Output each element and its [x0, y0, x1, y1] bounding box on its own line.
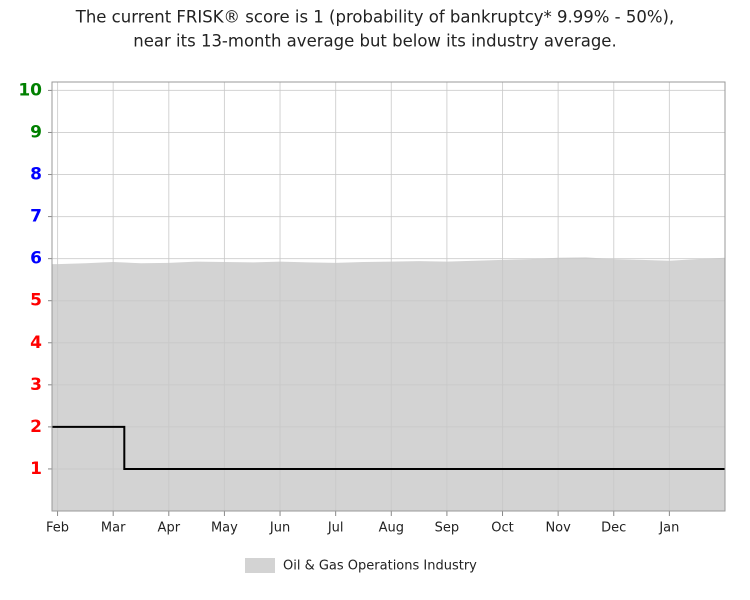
y-tick-label: 2: [30, 417, 42, 437]
y-tick-label: 4: [30, 333, 42, 353]
x-tick-label: Sep: [435, 521, 460, 536]
y-tick-label: 3: [30, 375, 42, 395]
score-line: [52, 425, 725, 470]
y-tick-label: 8: [30, 165, 42, 185]
industry-area: [52, 257, 725, 511]
x-tick-label: Dec: [601, 521, 626, 536]
plot-frame: [51, 81, 726, 512]
y-tick-label: 6: [30, 249, 42, 269]
x-tick-label: Aug: [379, 521, 404, 536]
x-tick-label: Nov: [545, 521, 571, 536]
y-tick-label: 5: [30, 291, 42, 311]
y-tick-label: 9: [30, 122, 42, 142]
chart-title: near its 13-month average but below its …: [133, 32, 616, 51]
y-tick-label: 10: [18, 80, 42, 100]
x-tick-label: Mar: [101, 521, 126, 536]
x-tick-label: Feb: [46, 521, 69, 536]
x-tick-label: Oct: [491, 521, 513, 536]
y-tick-label: 7: [30, 207, 42, 227]
x-tick-label: May: [211, 521, 238, 536]
x-tick-label: Jul: [327, 521, 344, 536]
legend-label: Oil & Gas Operations Industry: [283, 559, 477, 574]
x-tick-label: Jan: [658, 521, 679, 536]
x-tick-label: Jun: [269, 521, 290, 536]
y-tick-label: 1: [30, 459, 42, 479]
legend-swatch: [245, 558, 275, 573]
chart-title: The current FRISK® score is 1 (probabili…: [75, 8, 675, 27]
x-tick-label: Apr: [158, 521, 181, 536]
